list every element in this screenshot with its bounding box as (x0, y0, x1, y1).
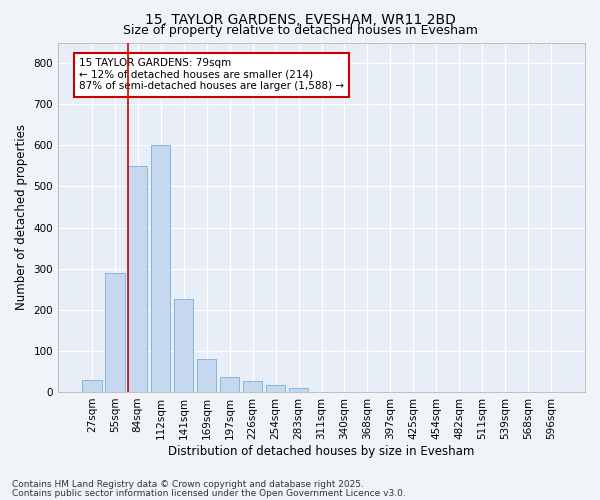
Bar (174, 300, 193, 392)
Text: Contains HM Land Registry data © Crown copyright and database right 2025.: Contains HM Land Registry data © Crown c… (12, 480, 364, 489)
Y-axis label: Number of detached properties: Number of detached properties (15, 124, 28, 310)
Bar (243, 381, 262, 392)
X-axis label: Distribution of detached houses by size in Evesham: Distribution of detached houses by size … (169, 444, 475, 458)
Bar (197, 359, 217, 392)
Bar (151, 146, 170, 392)
Text: 15, TAYLOR GARDENS, EVESHAM, WR11 2BD: 15, TAYLOR GARDENS, EVESHAM, WR11 2BD (145, 12, 455, 26)
Bar (128, 166, 148, 392)
Bar (105, 272, 125, 392)
Bar (289, 388, 308, 392)
Text: Contains public sector information licensed under the Open Government Licence v3: Contains public sector information licen… (12, 488, 406, 498)
Bar (266, 385, 286, 392)
Text: 15 TAYLOR GARDENS: 79sqm
← 12% of detached houses are smaller (214)
87% of semi-: 15 TAYLOR GARDENS: 79sqm ← 12% of detach… (79, 58, 344, 92)
Text: Size of property relative to detached houses in Evesham: Size of property relative to detached ho… (122, 24, 478, 37)
Bar (220, 376, 239, 392)
Bar (82, 380, 101, 392)
